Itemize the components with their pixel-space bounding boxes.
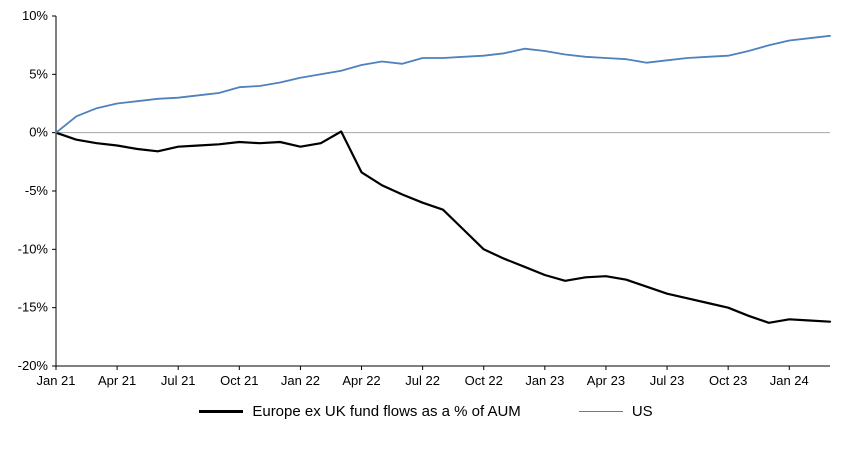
y-axis-label: -10% [18,241,49,256]
y-axis-label: -20% [18,358,49,373]
y-axis-label: -5% [25,183,49,198]
y-axis-label: 10% [22,8,48,23]
legend-item-europe: Europe ex UK fund flows as a % of AUM [199,403,521,420]
legend-label-europe: Europe ex UK fund flows as a % of AUM [252,403,521,420]
x-axis-label: Apr 21 [98,373,136,388]
x-axis-label: Oct 23 [709,373,747,388]
x-axis-label: Jul 21 [161,373,196,388]
x-axis-label: Apr 22 [342,373,380,388]
y-axis-label: -15% [18,300,49,315]
x-axis-label: Oct 22 [465,373,503,388]
x-axis-label: Jul 23 [650,373,685,388]
series-line-europe-ex-uk [54,130,832,324]
series-line-us [55,34,831,134]
chart-legend: Europe ex UK fund flows as a % of AUM US [0,403,852,420]
x-axis-label: Jul 22 [405,373,440,388]
x-axis-label: Apr 23 [587,373,625,388]
legend-item-us: US [578,403,653,420]
fund-flows-line-chart: 10% 5% 0% -5% -10% -15% -20%Jan 21 Apr 21 Jul 21… [18,8,832,388]
x-axis-label: Jan 21 [36,373,75,388]
x-axis-label: Jan 24 [770,373,809,388]
y-axis-label: 0% [29,125,48,140]
legend-label-us: US [631,403,653,420]
x-axis-label: Jan 23 [525,373,564,388]
x-axis-label: Jan 22 [281,373,320,388]
x-axis-label: Oct 21 [220,373,258,388]
y-axis-label: 5% [29,66,48,81]
us-line-swatch [578,410,623,413]
europe-line-swatch [199,410,244,413]
